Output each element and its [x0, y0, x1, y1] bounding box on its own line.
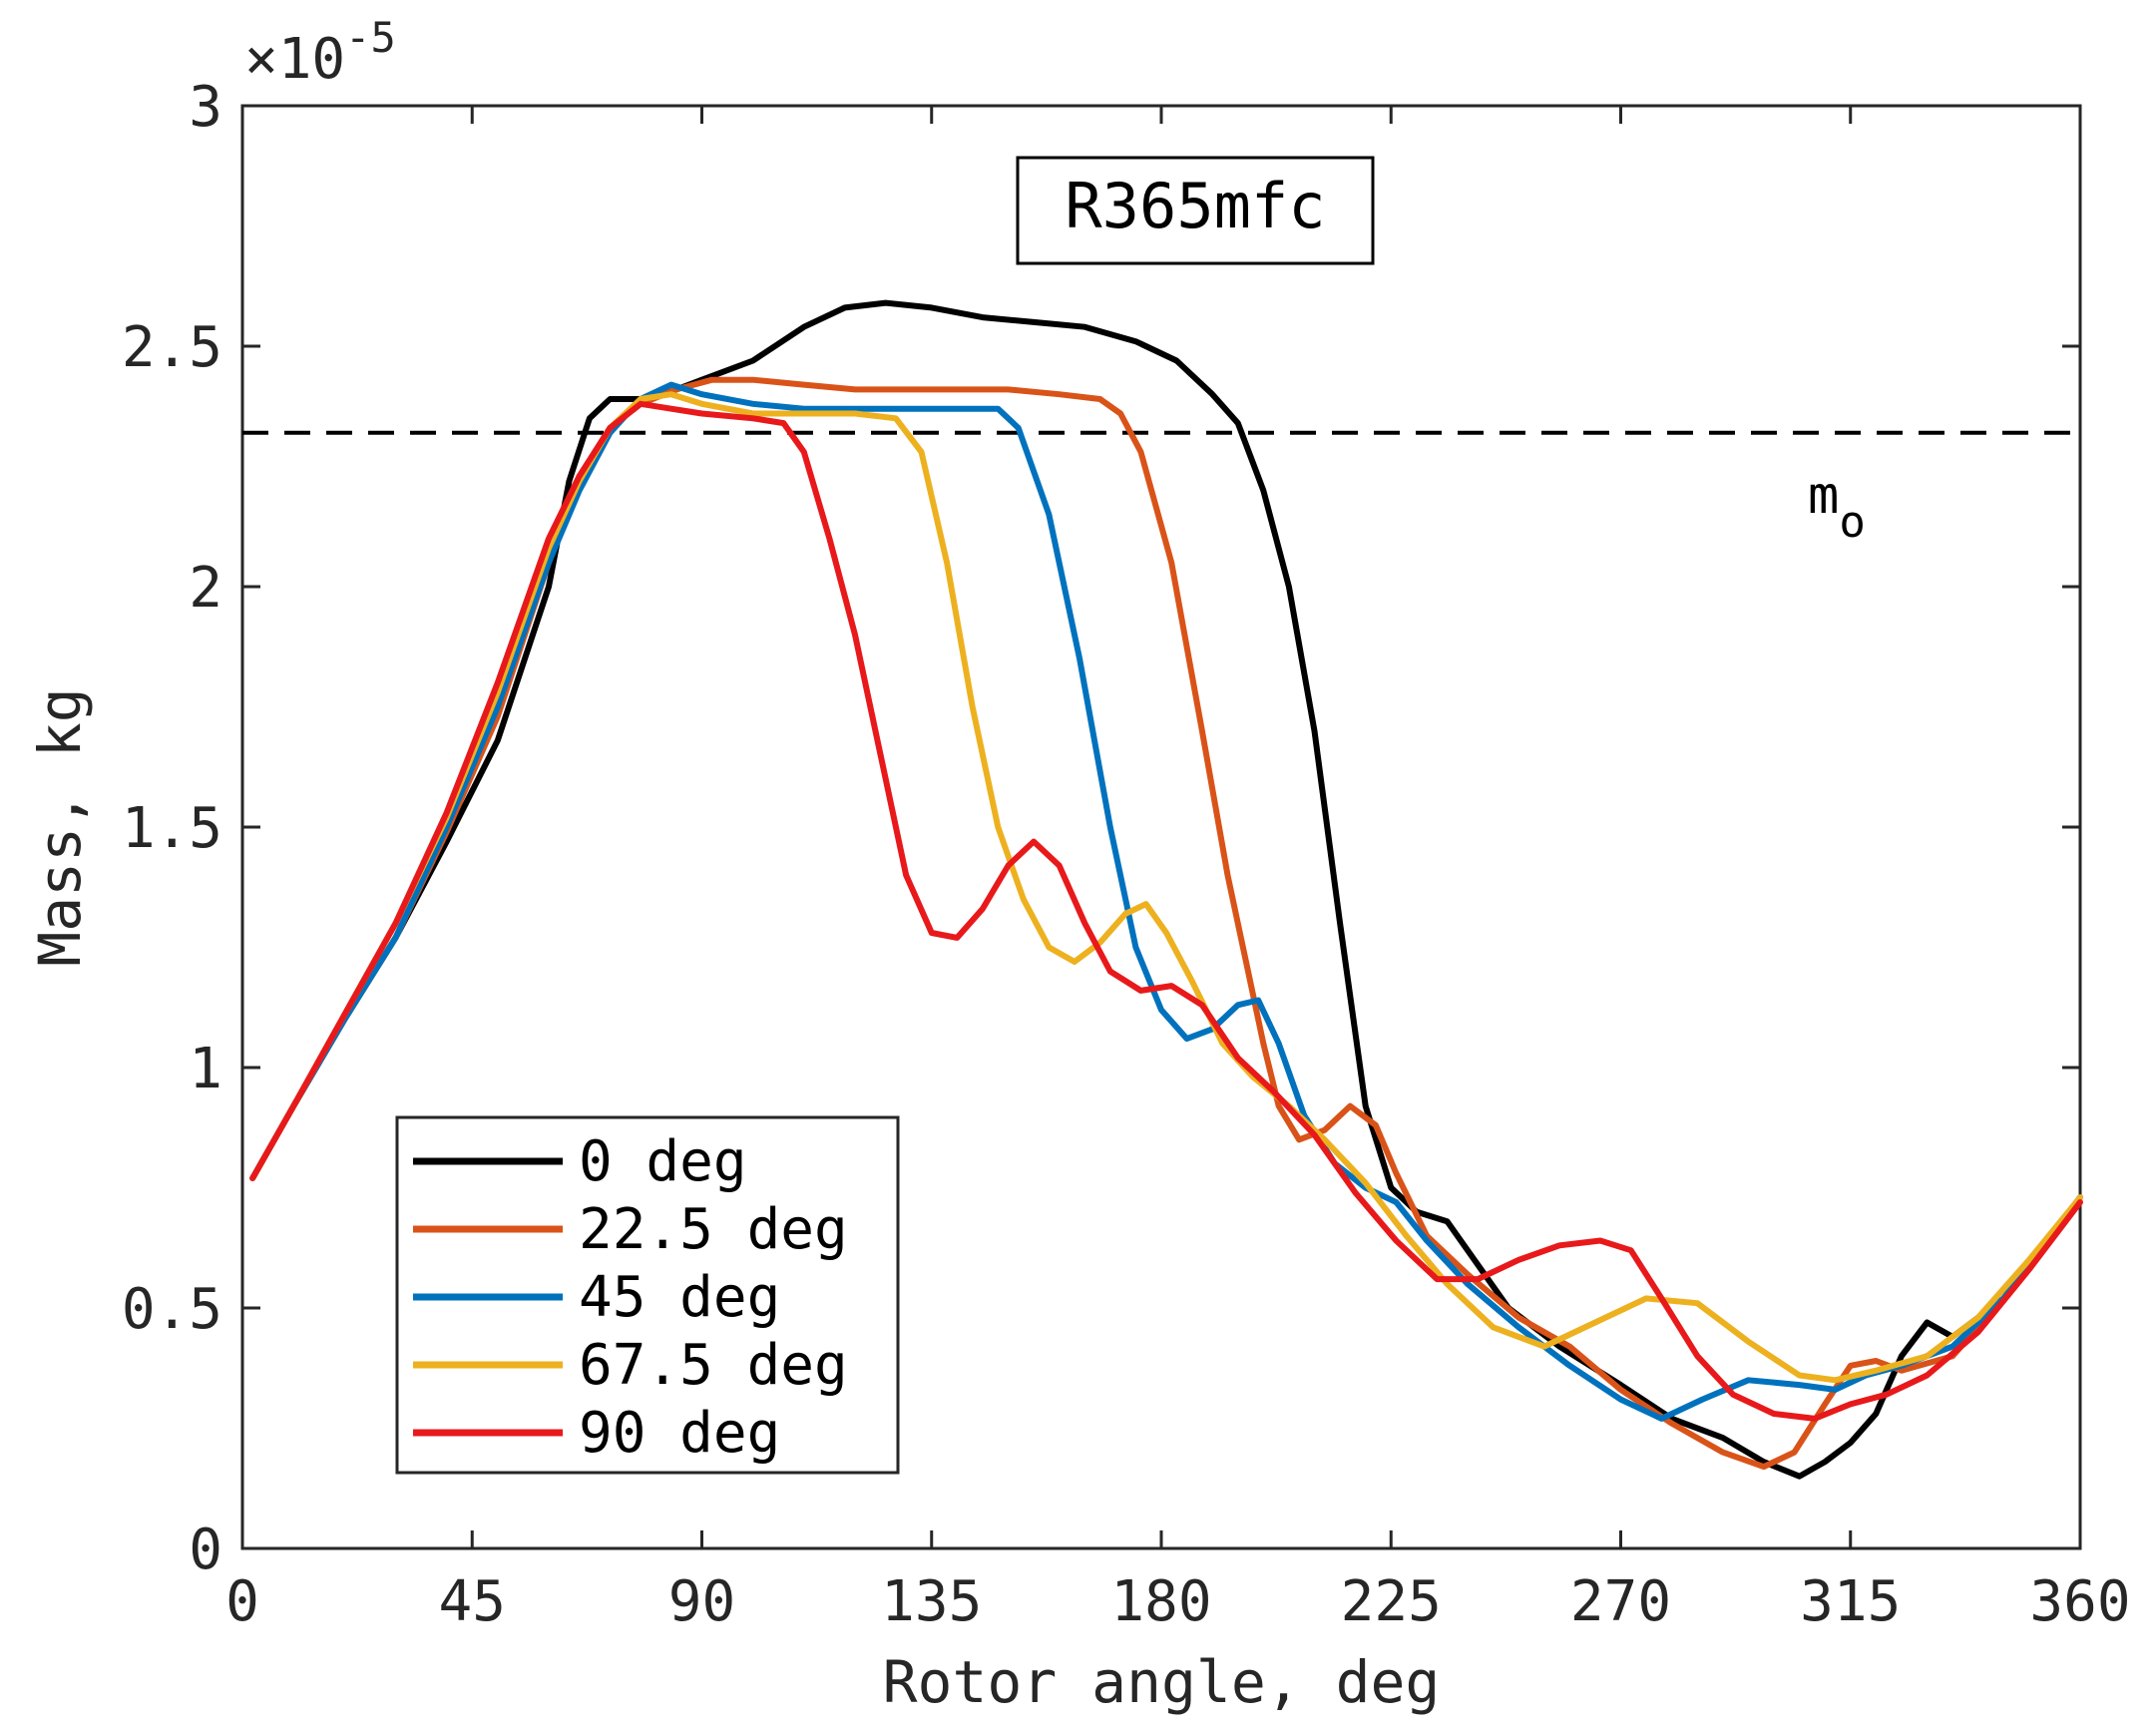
y-tick-label-2: 2: [189, 556, 222, 621]
axes-layer: 0 45 90 135 180 225 270 315 360 0 0.5 1 1.5 2 2.5 3 ×10-…: [26, 13, 2131, 1716]
x-tick-label-270: 270: [1570, 1569, 1671, 1634]
title-box: [1016, 156, 1375, 265]
y-multiplier-label: ×10-5: [244, 13, 396, 92]
x-tick-label-225: 225: [1341, 1569, 1442, 1634]
legend-label-3: 67.5 deg: [579, 1333, 848, 1398]
y-tick-label-1.5: 1.5: [122, 796, 222, 861]
x-tick-label-360: 360: [2029, 1569, 2130, 1634]
x-tick-label-0: 0: [225, 1569, 259, 1634]
y-multiplier-exponent: -5: [345, 13, 396, 62]
series-layer: [242, 299, 2083, 1480]
reference-line-label: mo: [1808, 466, 1866, 548]
y-tick-label-0.5: 0.5: [122, 1277, 222, 1342]
y-tick-label-3: 3: [189, 75, 222, 140]
chart-title: R365mfc: [1065, 170, 1325, 242]
y-axis-label: Mass, kg: [26, 687, 94, 966]
y-tick-label-1: 1: [189, 1037, 222, 1101]
y-tick-label-2.5: 2.5: [122, 315, 222, 380]
legend-label-1: 22.5 deg: [579, 1197, 848, 1262]
series-line-4: [249, 400, 2083, 1422]
y-tick-label-0: 0: [189, 1518, 222, 1582]
x-tick-label-135: 135: [881, 1569, 982, 1634]
reference-label-subscript: o: [1839, 497, 1866, 548]
x-tick-label-315: 315: [1800, 1569, 1901, 1634]
x-tick-label-90: 90: [668, 1569, 735, 1634]
reference-label-main: m: [1808, 466, 1839, 526]
legend-label-2: 45 deg: [579, 1265, 780, 1330]
legend-label-4: 90 deg: [579, 1401, 780, 1466]
x-tick-label-45: 45: [439, 1569, 506, 1634]
y-multiplier-base: ×10: [244, 27, 345, 92]
series-line-0: [249, 299, 2083, 1480]
x-tick-label-180: 180: [1110, 1569, 1211, 1634]
x-axis-label: Rotor angle, deg: [883, 1648, 1441, 1716]
legend-label-0: 0 deg: [579, 1129, 747, 1194]
